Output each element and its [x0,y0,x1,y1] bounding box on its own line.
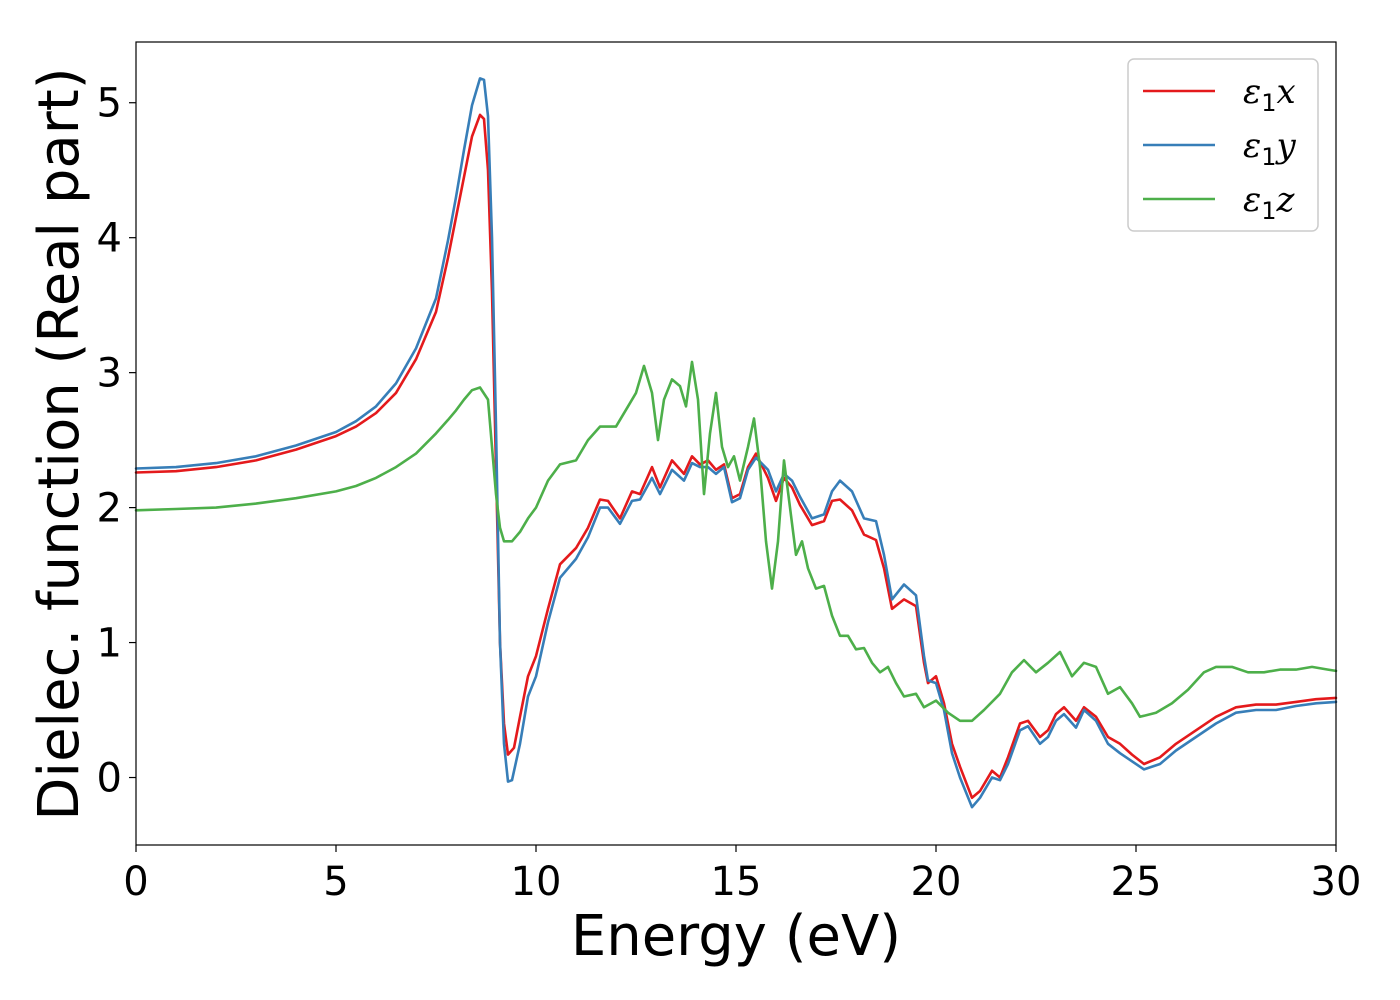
series-line-z [134,360,1338,723]
legend: ε1x ε1y ε1z [1127,58,1319,232]
x-axis-label: Energy (eV) [571,904,901,969]
x-tick-label: 15 [711,859,762,905]
series-line-y [134,77,1338,809]
y-tick-label: 0 [97,756,122,802]
y-tick-label: 2 [97,486,122,532]
legend-label-z: ε1z [1243,180,1296,225]
ticks-layer: 0 5 10 15 20 25 30 0 1 2 3 4 5 [97,81,1362,905]
x-tick-label: 5 [323,859,348,905]
x-tick-label: 10 [511,859,562,905]
x-tick-label: 20 [911,859,962,905]
y-axis-label: Dielec. function (Real part) [27,67,92,820]
y-tick-label: 4 [97,216,122,262]
legend-label-x: ε1x [1243,72,1296,117]
legend-box [1127,58,1319,232]
legend-label-y: ε1y [1243,126,1297,171]
series-line-x [134,113,1338,800]
x-tick-label: 25 [1111,859,1162,905]
x-tick-label: 30 [1311,859,1362,905]
y-tick-label: 3 [97,351,122,397]
y-tick-label: 1 [97,621,122,667]
x-tick-label: 0 [123,859,148,905]
y-tick-label: 5 [97,81,122,127]
series-layer [134,77,1338,809]
